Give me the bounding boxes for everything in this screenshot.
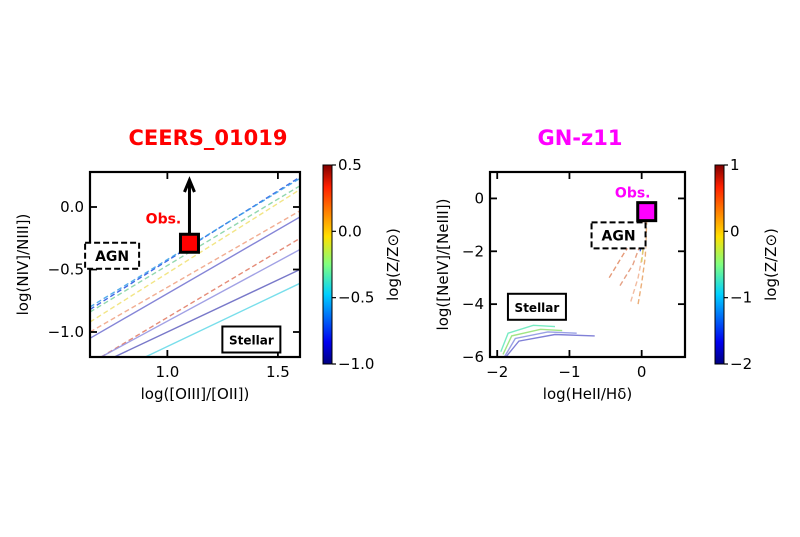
colorbar-tick-label: −2 bbox=[730, 355, 752, 373]
region-box-stellar bbox=[221, 325, 282, 354]
region-label-agn: AGN bbox=[602, 228, 636, 244]
colorbar-label: log(Z/Z⊙) bbox=[762, 228, 780, 301]
y-tick-label: −4 bbox=[462, 295, 484, 313]
colorbar-tick-label: −0.5 bbox=[338, 289, 374, 307]
series-line-6 bbox=[100, 237, 300, 357]
colorbar-tick-label: 1 bbox=[730, 156, 740, 174]
y-tick-label: 0.0 bbox=[60, 198, 84, 216]
series-line-6 bbox=[619, 216, 646, 286]
panel-2: −2 −1 0 0 −2 −4 −6 log(HeII/Hδ) log([NeIV]/[NeII… bbox=[434, 126, 780, 403]
x-tick-label: 1.0 bbox=[155, 363, 179, 381]
series-line-4 bbox=[90, 188, 300, 323]
colorbar-tick-label: −1 bbox=[730, 289, 752, 307]
x-tick-label: 0 bbox=[637, 363, 647, 381]
series-line-4 bbox=[505, 333, 595, 357]
plot-frame bbox=[488, 170, 687, 359]
y-tick-label: −6 bbox=[462, 348, 484, 366]
chart-title: CEERS_01019 bbox=[129, 126, 288, 150]
colorbar bbox=[322, 164, 333, 365]
x-axis-label: log([OIII]/[OII]) bbox=[141, 385, 250, 403]
lower-limit-arrow-head bbox=[183, 176, 196, 193]
observation-label: Obs. bbox=[615, 186, 651, 202]
series-line-10 bbox=[144, 282, 300, 357]
y-tick-label: 0 bbox=[474, 189, 484, 207]
y-tick-label: −0.5 bbox=[48, 261, 84, 279]
colorbar-label: log(Z/Z⊙) bbox=[384, 228, 402, 301]
series-line-8 bbox=[637, 222, 648, 305]
x-tick-label: 1.5 bbox=[266, 363, 290, 381]
x-axis-label: log(HeII/Hδ) bbox=[543, 385, 632, 403]
y-axis-label: log([NeIV]/[NeIII]) bbox=[434, 199, 452, 331]
region-box-agn bbox=[590, 221, 647, 250]
series-line-3 bbox=[503, 331, 577, 357]
region-label-stellar: Stellar bbox=[229, 334, 274, 348]
region-box-agn bbox=[84, 241, 141, 270]
x-tick-label: −1 bbox=[558, 363, 580, 381]
chart-title: GN-z11 bbox=[538, 126, 623, 150]
region-label-agn: AGN bbox=[95, 249, 129, 265]
observation-marker bbox=[636, 201, 658, 223]
region-label-stellar: Stellar bbox=[515, 301, 560, 315]
observation-marker bbox=[178, 232, 200, 254]
series-line-2 bbox=[502, 328, 563, 355]
observation-label: Obs. bbox=[146, 211, 182, 227]
series-line-8 bbox=[100, 248, 300, 357]
y-tick-label: −1.0 bbox=[48, 323, 84, 341]
panel-1: 1.0 1.5 0.0 −0.5 −1.0 log([OIII]/[OII]) log(NI… bbox=[14, 126, 402, 403]
colorbar bbox=[714, 164, 725, 365]
colorbar-tick-label: −1.0 bbox=[338, 355, 374, 373]
y-tick-label: −2 bbox=[462, 242, 484, 260]
series-line-1 bbox=[500, 324, 556, 352]
x-tick-label: −2 bbox=[486, 363, 508, 381]
region-box-stellar bbox=[506, 292, 567, 321]
colorbar-tick-label: 0.5 bbox=[338, 156, 362, 174]
series-line-5 bbox=[90, 210, 300, 333]
colorbar-tick-label: 0.0 bbox=[338, 222, 362, 240]
y-axis-label: log(NIV]/NIII]) bbox=[14, 214, 32, 316]
colorbar-tick-label: 0 bbox=[730, 222, 740, 240]
series-line-9 bbox=[114, 268, 300, 357]
series-line-7 bbox=[90, 216, 300, 339]
